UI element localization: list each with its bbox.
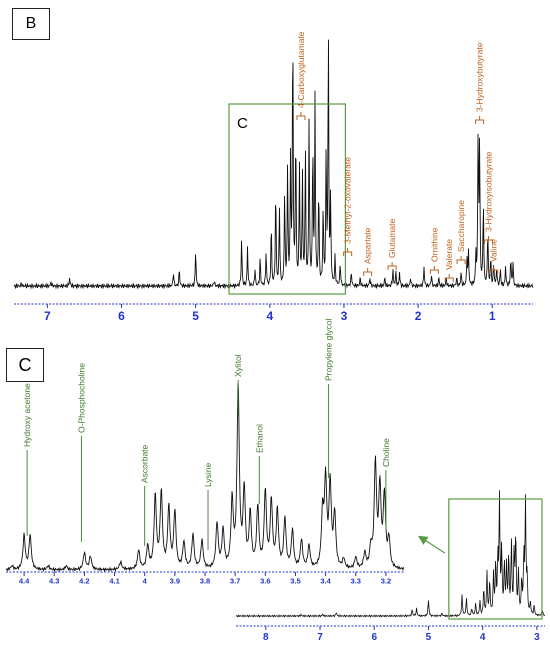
panel-label-b: B: [12, 8, 50, 40]
annotation-label: Lysine: [203, 462, 213, 487]
x-axis-tick-label: 6: [371, 632, 377, 643]
x-axis-tick-label: 4: [480, 632, 486, 643]
x-axis-tick-label: 4.3: [49, 577, 59, 586]
panel-inset-spectrum: 8 7 6 5 4 3: [235, 490, 546, 643]
x-axis-tick-label: 3.7: [230, 577, 240, 586]
x-axis-tick-label: 5: [426, 632, 432, 643]
spectrum-line: [13, 39, 534, 290]
x-axis-tick-label: 1: [489, 309, 496, 323]
x-axis-tick-label: 3.9: [170, 577, 180, 586]
x-axis-tick-label: 4.2: [79, 577, 89, 586]
x-axis-tick-label: 5: [192, 309, 199, 323]
x-axis-tick-label: 3.2: [381, 577, 391, 586]
x-axis-tick-label: 4.1: [109, 577, 119, 586]
annotation-label: 3-Hydroxyisobutyrate: [484, 151, 494, 232]
spectrum-line: [5, 382, 405, 573]
annotation-label: Aspartate: [363, 227, 373, 264]
x-axis-tick-label: 3: [534, 632, 540, 643]
annotation-label: 3-Methyl-2-oxovalerate: [343, 157, 353, 244]
annotation-bracket: [444, 274, 454, 282]
x-axis-tick-label: 3.8: [200, 577, 210, 586]
annotation-label: 3-Hydroxybutyrate: [475, 42, 485, 112]
annotation-bracket: [484, 236, 494, 244]
annotation-bracket: [363, 268, 373, 276]
x-axis-tick-label: 4: [266, 309, 273, 323]
annotation-bracket: [296, 112, 306, 120]
annotation-label: Hydroxy acetone: [22, 383, 32, 447]
annotation-label: Ascorbate: [140, 444, 150, 483]
x-axis-tick-label: 3.5: [290, 577, 300, 586]
annotation-bracket: [387, 262, 397, 270]
inset-zoom-box: [448, 498, 543, 620]
x-axis-tick-label: 8: [263, 632, 269, 643]
panel-b-spectrum: 7 6 5 4 3 2 1 C 4-Carboxyglutamate 3-Methyl-2-oxo…: [13, 31, 534, 323]
annotation-label: Ethanol: [254, 424, 264, 453]
annotation-bracket: [456, 256, 466, 264]
annotation-label: Xylitol: [233, 354, 243, 377]
x-axis-tick-label: 3: [341, 309, 348, 323]
x-axis-tick-label: 4.4: [19, 577, 30, 586]
annotation-label: Propylene glycol: [324, 319, 334, 381]
annotation-bracket: [343, 248, 353, 256]
x-axis-tick-label: 7: [317, 632, 323, 643]
x-axis-tick-label: 3.6: [260, 577, 270, 586]
zoom-box-label: C: [237, 115, 248, 132]
annotation-bracket: [429, 266, 439, 274]
annotation-label: O-Phosphocholine: [76, 363, 86, 433]
panel-c-spectrum: 4.4 4.3 4.2 4.1 4 3.9 3.8 3.7 3.6 3.5 3.4 3.3 3.2 Hyd…: [5, 319, 405, 586]
panel-label-c-text: C: [18, 354, 32, 375]
annotation-label: Valerate: [444, 239, 454, 270]
zoom-arrow: [417, 535, 446, 554]
x-axis-tick-label: 3.3: [351, 577, 361, 586]
panel-label-c: C: [6, 348, 44, 382]
annotation-bracket: [489, 266, 499, 274]
annotation-label: Valine: [489, 239, 499, 262]
annotation-label: Glutamate: [387, 219, 397, 258]
x-axis-tick-label: 3.4: [320, 577, 331, 586]
annotation-bracket: [475, 116, 485, 124]
zoom-box-c: [228, 103, 347, 295]
x-axis-tick-label: 2: [415, 309, 422, 323]
annotation-label: Choline: [381, 438, 391, 467]
annotation-label: Saccharopine: [456, 200, 466, 252]
panel-label-b-text: B: [25, 15, 37, 32]
x-axis-tick-label: 4: [143, 577, 148, 586]
annotation-label: 4-Carboxyglutamate: [296, 31, 306, 108]
annotation-label: Ornithine: [429, 227, 439, 262]
inset-spectrum-line: [235, 490, 546, 618]
x-axis-tick-label: 6: [118, 309, 125, 323]
x-axis-tick-label: 7: [44, 309, 51, 323]
